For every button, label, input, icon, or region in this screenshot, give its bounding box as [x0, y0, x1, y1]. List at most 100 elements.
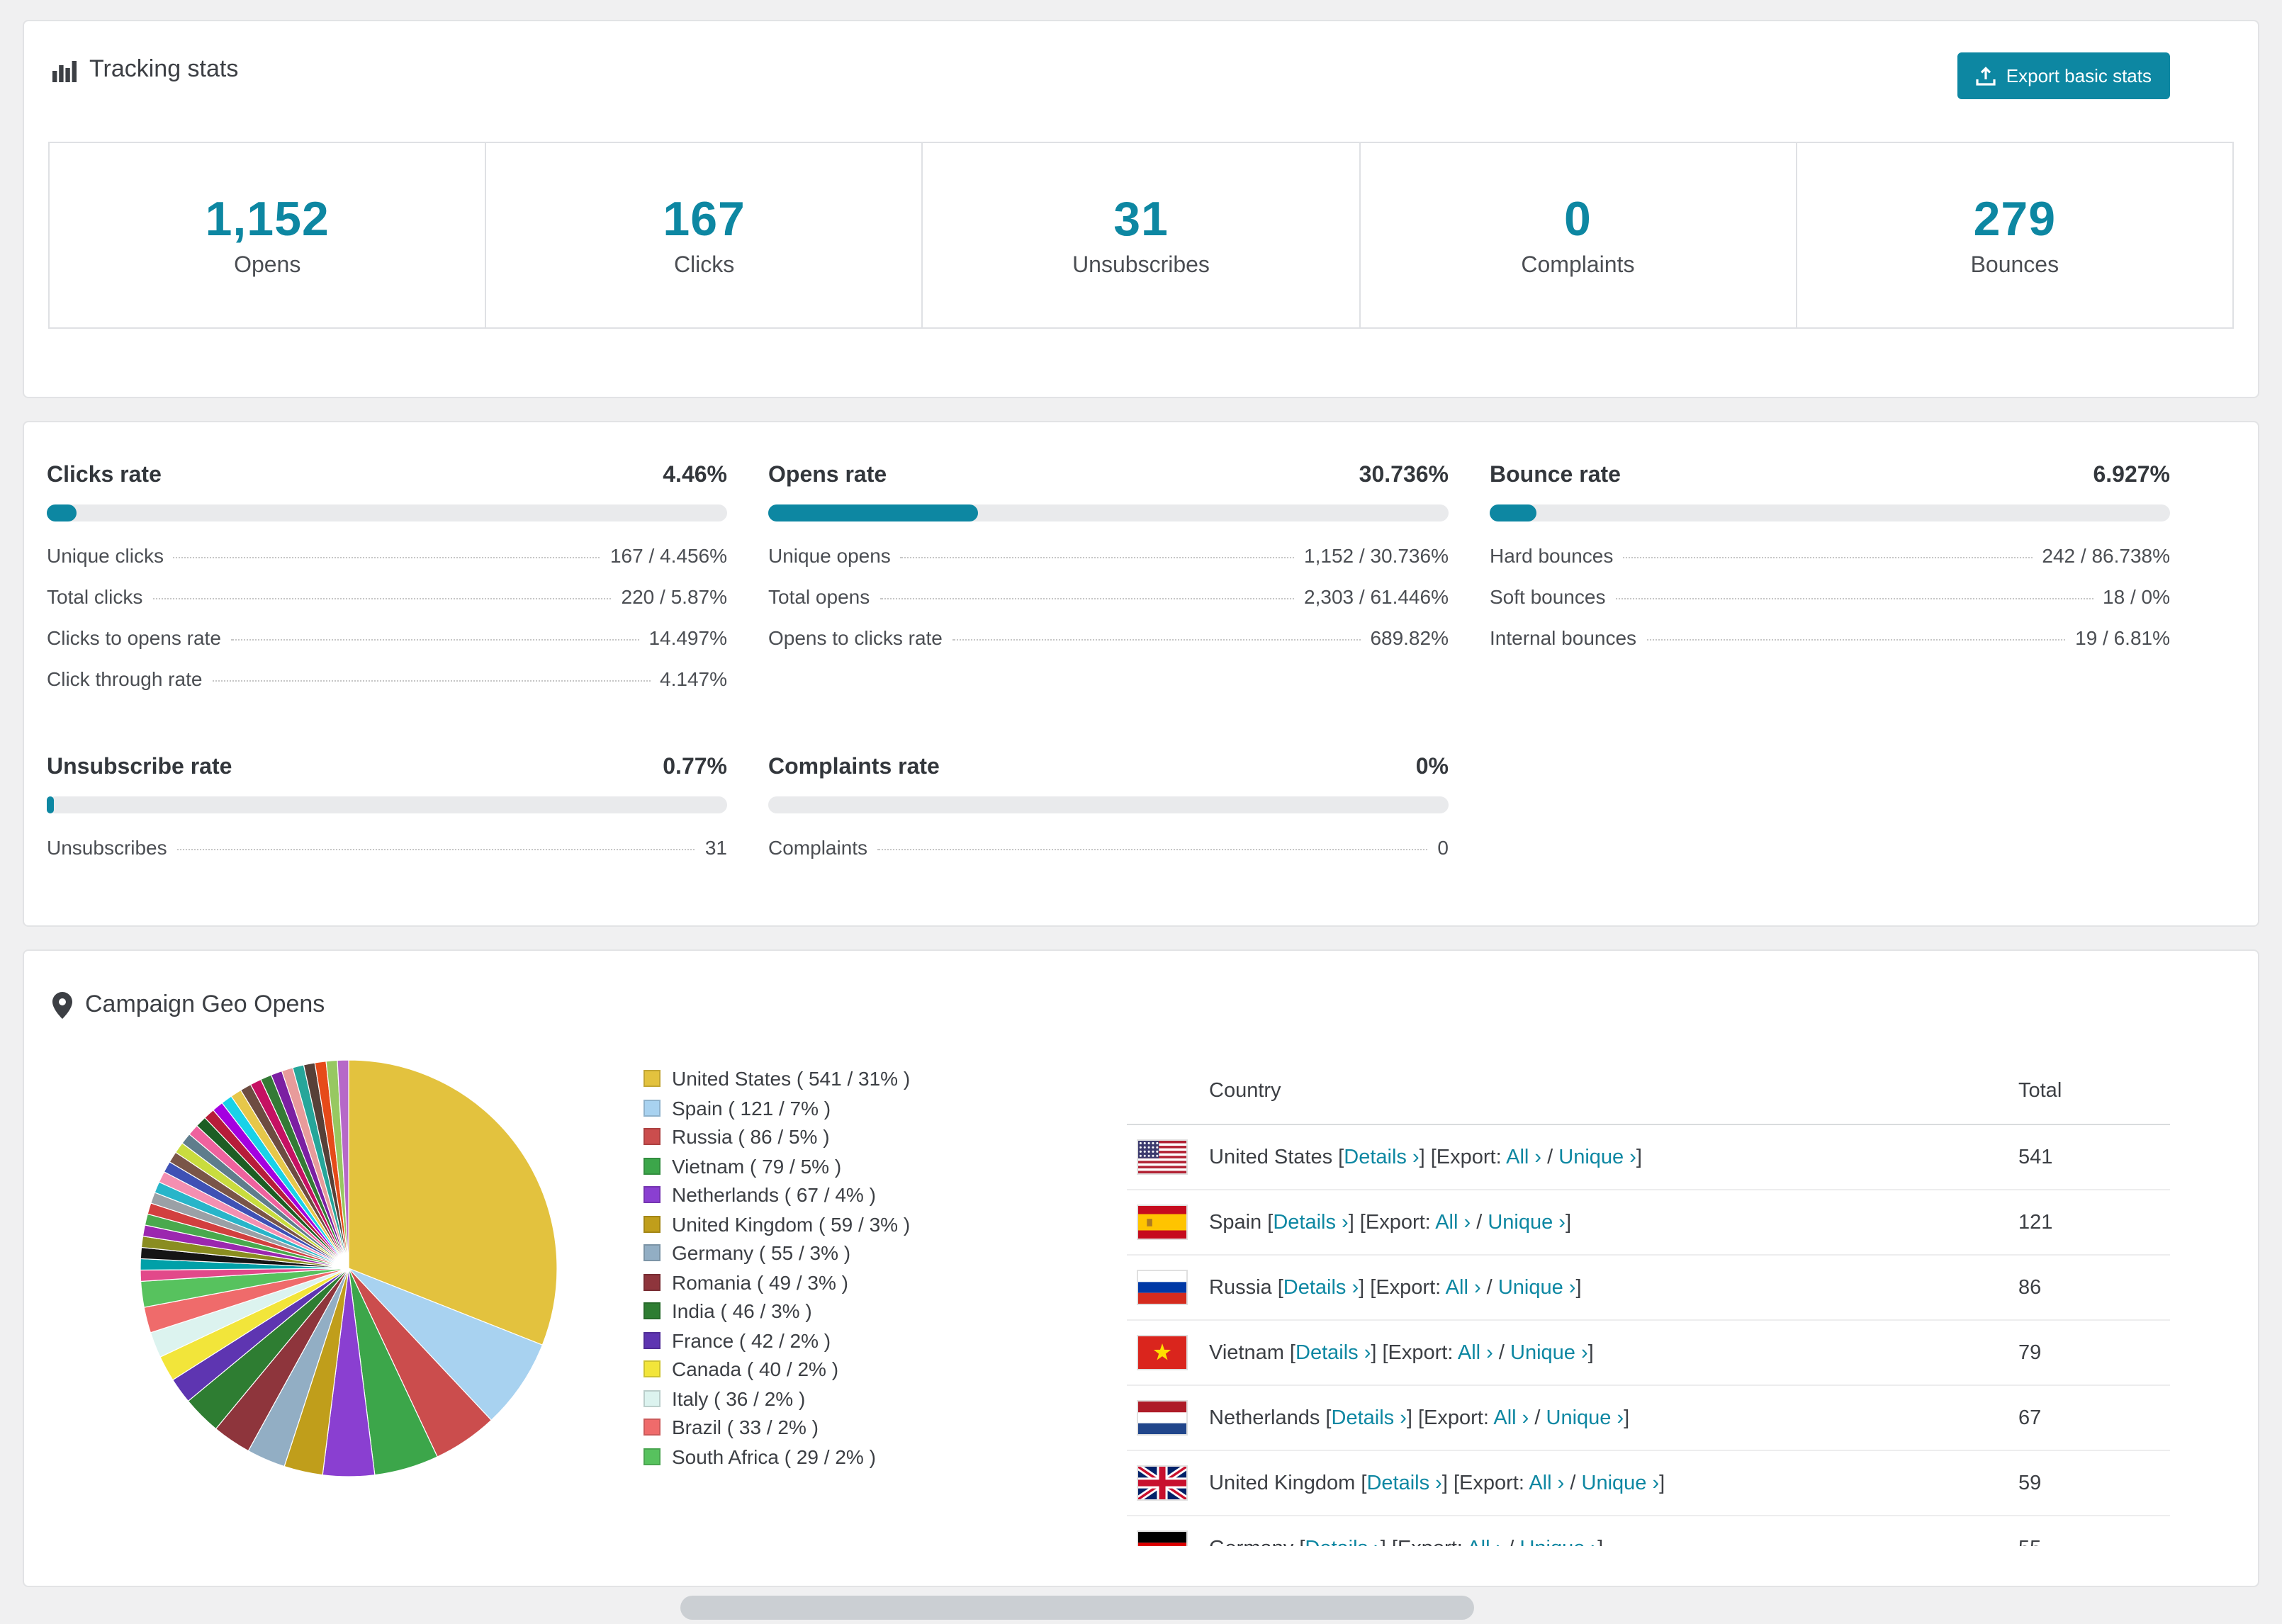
dotted-leader — [952, 639, 1361, 641]
total-column-header: Total — [2018, 1080, 2062, 1103]
rate-row-value: 0 — [1437, 836, 1449, 859]
legend-item-netherlands[interactable]: Netherlands ( 67 / 4% ) — [643, 1180, 1069, 1209]
rate-percent: 0.77% — [663, 755, 727, 779]
rate-row-value: 14.497% — [648, 626, 727, 649]
export-unique-link[interactable]: Unique › — [1546, 1406, 1624, 1429]
export-unique-link[interactable]: Unique › — [1581, 1472, 1660, 1494]
rate-row-value: 689.82% — [1370, 626, 1449, 649]
stat-value: 279 — [1973, 193, 2057, 247]
details-link[interactable]: Details › — [1295, 1341, 1371, 1364]
rate-rows: Hard bounces 242 / 86.738% Soft bounces 18 … — [1490, 544, 2170, 667]
export-basic-stats-button[interactable]: Export basic stats — [1957, 52, 2170, 99]
export-all-link[interactable]: All › — [1435, 1211, 1471, 1234]
geo-opens-header: Campaign Geo Opens — [52, 988, 325, 1022]
country-cell: United Kingdom [Details ›] [Export: All … — [1209, 1472, 1665, 1494]
stat-label: Opens — [234, 254, 301, 278]
details-link[interactable]: Details › — [1305, 1537, 1380, 1546]
progress-bar-fill — [47, 796, 55, 813]
rate-row-label: Soft bounces — [1490, 585, 1606, 608]
pie-slice-spain[interactable] — [348, 1268, 544, 1421]
details-link[interactable]: Details › — [1344, 1146, 1420, 1168]
export-all-link[interactable]: All › — [1506, 1146, 1542, 1168]
rate-percent: 4.46% — [663, 463, 727, 487]
pie-slice-other-30[interactable] — [337, 1059, 349, 1269]
rate-rows: Complaints 0 — [768, 836, 1449, 877]
details-link[interactable]: Details › — [1283, 1276, 1359, 1299]
rate-title: Bounce rate — [1490, 463, 1621, 487]
stat-cell-complaints: 0 Complaints — [1360, 143, 1797, 327]
legend-swatch — [643, 1360, 661, 1378]
export-all-link[interactable]: All › — [1457, 1341, 1493, 1364]
legend-item-russia[interactable]: Russia ( 86 / 5% ) — [643, 1122, 1069, 1151]
legend-item-vietnam[interactable]: Vietnam ( 79 / 5% ) — [643, 1151, 1069, 1180]
progress-bar — [768, 796, 1449, 813]
rate-row: Soft bounces 18 / 0% — [1490, 585, 2170, 626]
rate-row-label: Clicks to opens rate — [47, 626, 221, 649]
stats-row: 1,152 Opens 167 Clicks 31 Unsubscribes 0 Compla… — [48, 142, 2234, 329]
rates-card: Clicks rate 4.46% Unique clicks 167 / 4.456… — [23, 421, 2259, 927]
export-all-link[interactable]: All › — [1493, 1406, 1529, 1429]
stat-value: 31 — [1113, 193, 1169, 247]
country-name: Netherlands — [1209, 1406, 1320, 1429]
export-all-link[interactable]: All › — [1467, 1537, 1502, 1546]
rate-row-label: Unsubscribes — [47, 836, 167, 859]
dotted-leader — [176, 849, 695, 850]
pie-slice-united-states[interactable] — [348, 1059, 558, 1346]
legend-label: Spain ( 121 / 7% ) — [672, 1096, 831, 1120]
legend-item-south-africa[interactable]: South Africa ( 29 / 2% ) — [643, 1442, 1069, 1471]
progress-bar-fill — [47, 504, 77, 521]
legend-swatch — [643, 1070, 661, 1088]
rate-row: Unsubscribes 31 — [47, 836, 727, 877]
export-unique-link[interactable]: Unique › — [1510, 1341, 1588, 1364]
rate-row-value: 2,303 / 61.446% — [1304, 585, 1449, 608]
rate-panel-header: Unsubscribe rate 0.77% — [47, 751, 727, 785]
table-row-ru: Russia [Details ›] [Export: All › / Uniq… — [1127, 1256, 2170, 1321]
legend-item-spain[interactable]: Spain ( 121 / 7% ) — [643, 1093, 1069, 1122]
export-unique-link[interactable]: Unique › — [1488, 1211, 1566, 1234]
legend-item-united-kingdom[interactable]: United Kingdom ( 59 / 3% ) — [643, 1209, 1069, 1239]
rate-panel-opens-rate: Opens rate 30.736% Unique opens 1,152 / 30.… — [768, 459, 1449, 709]
rate-row-value: 4.147% — [660, 667, 727, 690]
export-unique-link[interactable]: Unique › — [1497, 1276, 1576, 1299]
legend-label: France ( 42 / 2% ) — [672, 1329, 831, 1352]
total-cell: 86 — [2018, 1276, 2042, 1299]
stat-value: 167 — [663, 193, 746, 247]
rate-row: Internal bounces 19 / 6.81% — [1490, 626, 2170, 667]
rate-row: Total opens 2,303 / 61.446% — [768, 585, 1449, 626]
export-all-link[interactable]: All › — [1445, 1276, 1481, 1299]
stat-cell-opens: 1,152 Opens — [50, 143, 487, 327]
rate-row: Clicks to opens rate 14.497% — [47, 626, 727, 667]
legend-label: Canada ( 40 / 2% ) — [672, 1358, 839, 1381]
geo-pie-chart[interactable] — [136, 1056, 561, 1481]
stat-value: 0 — [1564, 193, 1592, 247]
stat-cell-unsubscribes: 31 Unsubscribes — [923, 143, 1361, 327]
legend-swatch — [643, 1099, 661, 1117]
legend-item-italy[interactable]: Italy ( 36 / 2% ) — [643, 1384, 1069, 1413]
progress-bar — [47, 504, 727, 521]
country-name: United Kingdom — [1209, 1472, 1356, 1494]
legend-item-france[interactable]: France ( 42 / 2% ) — [643, 1326, 1069, 1355]
legend-label: Netherlands ( 67 / 4% ) — [672, 1183, 876, 1207]
legend-item-brazil[interactable]: Brazil ( 33 / 2% ) — [643, 1413, 1069, 1442]
details-link[interactable]: Details › — [1331, 1406, 1407, 1429]
export-all-link[interactable]: All › — [1529, 1472, 1565, 1494]
legend-item-canada[interactable]: Canada ( 40 / 2% ) — [643, 1355, 1069, 1384]
dotted-leader — [212, 680, 651, 682]
export-unique-link[interactable]: Unique › — [1519, 1537, 1597, 1546]
legend-item-germany[interactable]: Germany ( 55 / 3% ) — [643, 1239, 1069, 1268]
legend-item-romania[interactable]: Romania ( 49 / 3% ) — [643, 1268, 1069, 1297]
legend-item-united-states[interactable]: United States ( 541 / 31% ) — [643, 1064, 1069, 1093]
country-name: Russia — [1209, 1276, 1272, 1299]
export-unique-link[interactable]: Unique › — [1558, 1146, 1636, 1168]
rate-row-label: Total opens — [768, 585, 870, 608]
details-link[interactable]: Details › — [1273, 1211, 1349, 1234]
country-cell: Spain [Details ›] [Export: All › / Uniqu… — [1209, 1211, 1572, 1234]
geo-legend: United States ( 541 / 31% ) Spain ( 121 /… — [643, 1064, 1069, 1546]
details-link[interactable]: Details › — [1366, 1472, 1442, 1494]
rate-title: Clicks rate — [47, 463, 162, 487]
tracking-stats-header: Tracking stats — [52, 52, 238, 86]
legend-swatch — [643, 1157, 661, 1175]
stat-label: Bounces — [1970, 254, 2059, 278]
horizontal-scrollbar-thumb[interactable] — [680, 1596, 1474, 1620]
legend-item-india[interactable]: India ( 46 / 3% ) — [643, 1297, 1069, 1326]
